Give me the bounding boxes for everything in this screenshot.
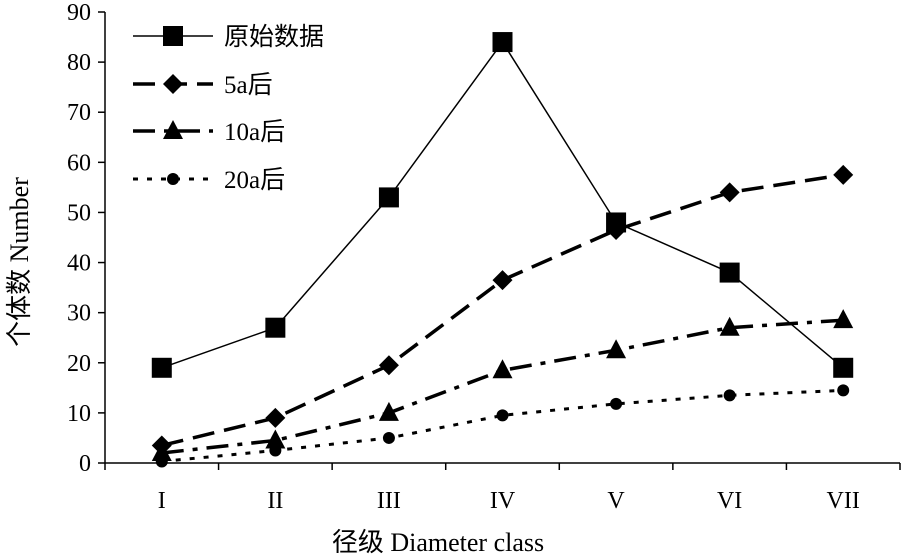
y-axis-ticks: 0 10 20 30 40 50 60 70 80 90 — [67, 0, 105, 477]
y-tick-label: 50 — [67, 200, 91, 226]
data-point — [833, 357, 854, 378]
legend-marker — [163, 74, 183, 94]
series-group — [151, 32, 854, 468]
data-point — [382, 431, 395, 444]
y-tick-label: 0 — [79, 451, 91, 477]
legend-item: 10a后 — [133, 118, 285, 146]
legend-marker — [163, 26, 183, 46]
series-line — [161, 388, 844, 463]
series-line — [161, 318, 844, 455]
data-point — [723, 389, 736, 402]
series-2 — [151, 164, 854, 456]
data-point — [265, 429, 286, 449]
data-point — [610, 397, 623, 410]
series-line — [161, 173, 844, 448]
legend-item: 原始数据 — [133, 23, 324, 51]
y-tick-label: 90 — [67, 0, 91, 26]
x-tick-label: III — [377, 488, 401, 514]
data-point — [492, 359, 513, 379]
legend-marker — [163, 120, 183, 139]
x-tick-label: V — [607, 488, 625, 514]
legend-marker — [167, 173, 179, 185]
data-point — [837, 384, 850, 397]
data-point — [269, 444, 282, 457]
legend-label: 10a后 — [224, 118, 285, 146]
data-point — [378, 355, 399, 376]
legend: 原始数据 5a后 10a后 20a后 — [133, 23, 324, 194]
data-point — [833, 164, 854, 185]
axes — [104, 12, 900, 464]
legend-item: 20a后 — [133, 166, 285, 194]
y-tick-label: 60 — [67, 150, 91, 176]
data-point — [606, 339, 627, 359]
data-point — [492, 32, 513, 53]
x-tick-label: I — [158, 488, 166, 514]
series-3 — [151, 309, 854, 461]
data-point — [719, 316, 740, 336]
x-tick-label: VII — [827, 488, 860, 514]
data-point — [155, 455, 168, 468]
data-point — [492, 270, 513, 291]
legend-item: 5a后 — [133, 71, 273, 99]
series-4 — [155, 384, 850, 468]
data-point — [378, 187, 399, 208]
data-point — [833, 309, 854, 329]
y-tick-label: 70 — [67, 100, 91, 126]
data-point — [378, 401, 399, 421]
legend-label: 5a后 — [224, 71, 273, 99]
data-point — [151, 357, 172, 378]
legend-label: 20a后 — [224, 166, 285, 194]
data-point — [151, 441, 172, 461]
y-tick-label: 10 — [67, 401, 91, 427]
data-point — [265, 407, 286, 428]
data-point — [496, 409, 509, 422]
x-axis-ticks: I II III IV V VI VII — [104, 463, 901, 514]
x-tick-label: VI — [717, 488, 742, 514]
y-tick-label: 20 — [67, 351, 91, 377]
data-point — [606, 219, 627, 240]
data-point — [265, 317, 286, 338]
y-tick-label: 30 — [67, 301, 91, 327]
x-tick-label: II — [267, 488, 283, 514]
data-point — [719, 182, 740, 203]
x-tick-label: IV — [490, 488, 516, 514]
y-axis-label: 个体数 Number — [5, 177, 34, 347]
y-tick-label: 80 — [67, 50, 91, 76]
x-axis-label: 径级 Diameter class — [332, 528, 544, 556]
y-tick-label: 40 — [67, 251, 91, 277]
data-point — [719, 262, 740, 283]
legend-label: 原始数据 — [224, 23, 324, 51]
